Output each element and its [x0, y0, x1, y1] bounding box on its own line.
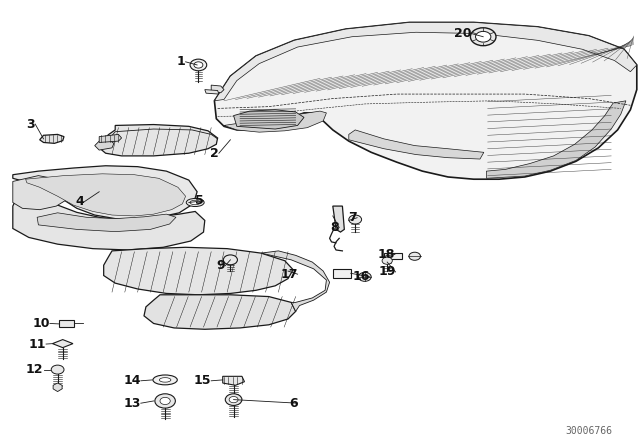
- Ellipse shape: [159, 378, 171, 382]
- Text: 6: 6: [289, 396, 298, 410]
- Circle shape: [160, 397, 170, 405]
- Text: 9: 9: [217, 259, 225, 272]
- Text: 30006766: 30006766: [565, 426, 612, 436]
- Text: 11: 11: [29, 337, 46, 351]
- Text: 4: 4: [76, 195, 84, 208]
- Polygon shape: [53, 383, 62, 392]
- Polygon shape: [214, 22, 637, 101]
- Circle shape: [225, 394, 242, 405]
- Text: 2: 2: [210, 146, 219, 160]
- Polygon shape: [40, 134, 64, 143]
- Polygon shape: [486, 101, 626, 178]
- Text: 16: 16: [353, 270, 370, 284]
- Ellipse shape: [153, 375, 177, 385]
- Polygon shape: [205, 90, 219, 94]
- Circle shape: [358, 272, 371, 281]
- Circle shape: [470, 28, 496, 46]
- Polygon shape: [214, 22, 637, 179]
- Polygon shape: [144, 295, 296, 329]
- Text: 12: 12: [26, 363, 44, 376]
- Polygon shape: [224, 111, 326, 132]
- Text: 3: 3: [27, 117, 35, 131]
- Circle shape: [476, 31, 491, 42]
- Polygon shape: [234, 110, 304, 129]
- Polygon shape: [261, 251, 330, 311]
- Text: 10: 10: [33, 317, 50, 330]
- Circle shape: [194, 62, 203, 68]
- Text: 17: 17: [280, 267, 298, 281]
- Polygon shape: [333, 206, 344, 232]
- Circle shape: [229, 396, 238, 403]
- Circle shape: [223, 255, 237, 265]
- Polygon shape: [223, 376, 244, 385]
- Text: 7: 7: [348, 211, 357, 224]
- Polygon shape: [13, 166, 197, 220]
- Ellipse shape: [190, 200, 200, 205]
- Polygon shape: [26, 174, 186, 216]
- Ellipse shape: [186, 198, 204, 207]
- Polygon shape: [59, 320, 74, 327]
- Polygon shape: [99, 134, 122, 142]
- Text: 1: 1: [177, 55, 186, 69]
- Polygon shape: [211, 85, 224, 93]
- Circle shape: [382, 257, 392, 264]
- Polygon shape: [349, 130, 484, 159]
- Text: 14: 14: [124, 374, 141, 388]
- Text: 20: 20: [454, 27, 472, 40]
- Text: 13: 13: [124, 396, 141, 410]
- Circle shape: [155, 394, 175, 408]
- Circle shape: [349, 215, 362, 224]
- Polygon shape: [99, 125, 218, 156]
- Text: 5: 5: [195, 194, 204, 207]
- Circle shape: [190, 59, 207, 71]
- Polygon shape: [52, 340, 73, 348]
- Text: 19: 19: [378, 265, 396, 279]
- Text: 15: 15: [194, 374, 211, 388]
- Polygon shape: [384, 253, 402, 259]
- Circle shape: [409, 252, 420, 260]
- Polygon shape: [13, 193, 205, 250]
- Polygon shape: [37, 213, 176, 232]
- Polygon shape: [95, 139, 114, 150]
- Text: 8: 8: [331, 221, 339, 234]
- Text: 18: 18: [378, 248, 395, 261]
- Polygon shape: [333, 269, 351, 278]
- Polygon shape: [13, 176, 74, 210]
- Circle shape: [51, 365, 64, 374]
- Polygon shape: [104, 247, 293, 295]
